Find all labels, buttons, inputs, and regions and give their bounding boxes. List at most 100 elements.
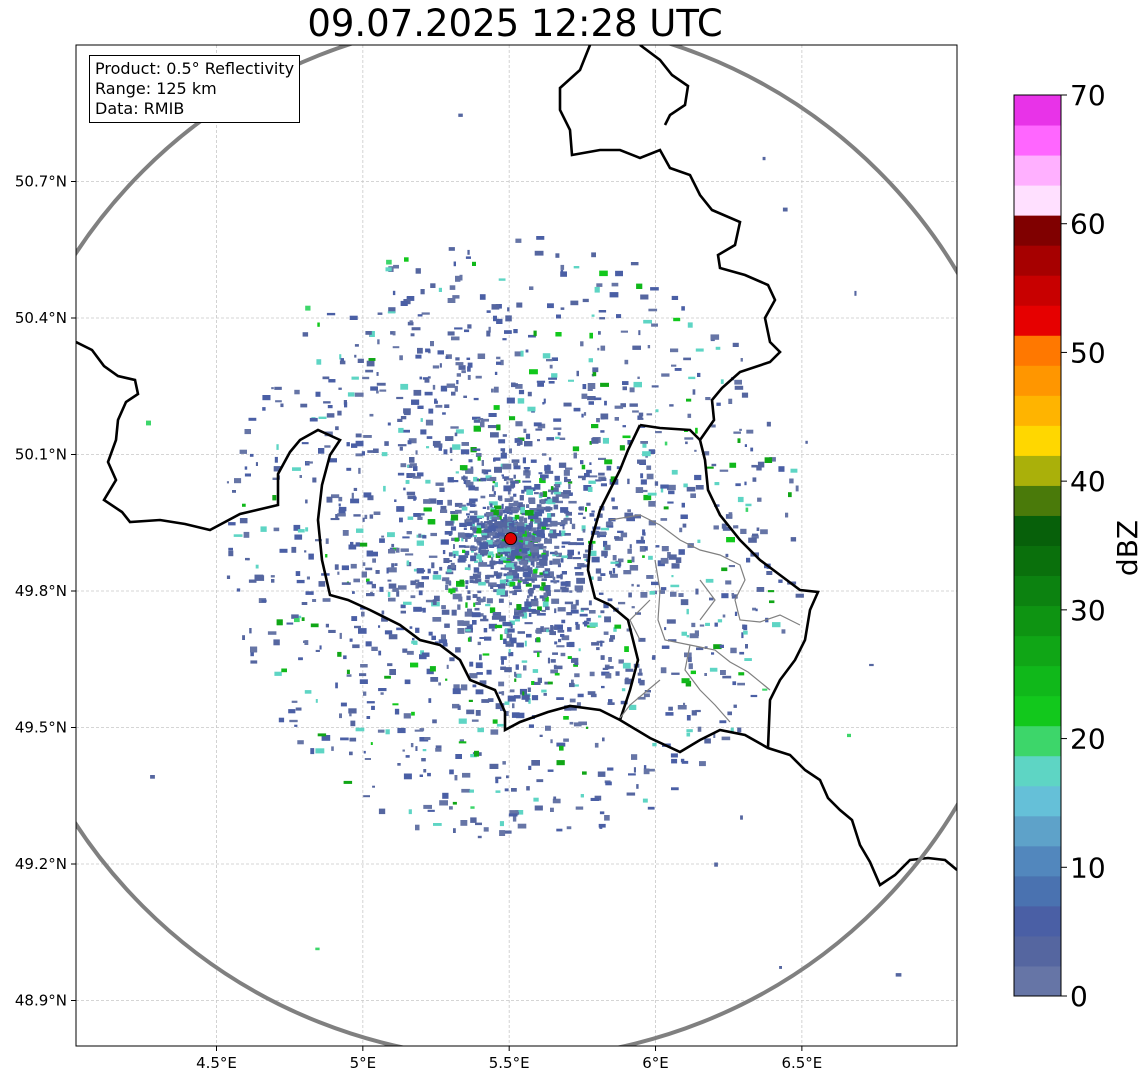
echo-cell — [377, 339, 380, 345]
echo-cell — [684, 437, 694, 440]
echo-cell — [348, 544, 357, 550]
echo-cell — [685, 680, 692, 687]
colorbar-segment — [1014, 545, 1061, 577]
colorbar-segment — [1014, 515, 1061, 546]
echo-cell — [638, 637, 646, 642]
echo-cell — [564, 533, 571, 536]
echo-cell — [524, 622, 533, 625]
echo-cell — [275, 400, 282, 403]
echo-cell — [767, 590, 775, 593]
echo-cell — [790, 537, 797, 542]
echo-cell — [597, 513, 603, 518]
echo-cell — [597, 576, 602, 581]
echo-cell — [596, 532, 600, 538]
echo-cell — [583, 412, 587, 416]
echo-cell — [487, 425, 497, 429]
echo-cell — [629, 565, 639, 571]
echo-cell — [544, 538, 552, 544]
echo-cell — [727, 711, 732, 716]
echo-cell — [570, 684, 579, 687]
echo-cell — [624, 359, 629, 365]
echo-cell — [466, 709, 475, 715]
echo-cell — [740, 815, 743, 820]
echo-cell — [647, 806, 655, 810]
echo-cell — [500, 556, 507, 561]
echo-cell — [785, 512, 789, 518]
echo-cell — [575, 806, 584, 810]
echo-cell — [484, 579, 490, 584]
echo-cell — [607, 598, 613, 602]
echo-cell — [594, 518, 597, 522]
echo-cell — [653, 590, 657, 595]
echo-cell — [511, 545, 517, 548]
echo-cell — [420, 650, 424, 655]
echo-cell — [448, 552, 453, 557]
echo-cell — [537, 606, 542, 611]
echo-cell — [528, 591, 533, 597]
echo-cell — [481, 533, 488, 536]
echo-cell — [367, 495, 374, 501]
echo-cell — [576, 702, 581, 707]
echo-cell — [475, 453, 482, 457]
echo-cell — [466, 513, 470, 516]
echo-cell — [425, 479, 431, 484]
echo-cell — [343, 655, 347, 660]
echo-cell — [550, 739, 553, 744]
echo-cell — [376, 390, 379, 394]
echo-cell — [534, 681, 541, 685]
echo-cell — [452, 295, 460, 299]
echo-cell — [623, 570, 632, 575]
echo-cell — [606, 465, 612, 471]
echo-cell — [614, 417, 619, 421]
echo-cell — [491, 304, 500, 310]
echo-cell — [331, 746, 334, 751]
echo-cell — [575, 586, 582, 592]
echo-cell — [482, 653, 490, 656]
echo-cell — [294, 618, 300, 623]
echo-cell — [720, 379, 724, 384]
echo-cell — [447, 477, 454, 483]
echo-cell — [423, 769, 427, 773]
echo-cell — [418, 533, 422, 538]
echo-cell — [561, 635, 570, 641]
echo-cell — [522, 457, 526, 464]
echo-cell — [678, 549, 685, 555]
echo-cell — [465, 585, 468, 589]
echo-cell — [520, 579, 528, 582]
echo-cell — [531, 610, 541, 614]
echo-cell — [594, 397, 602, 401]
echo-cell — [402, 536, 410, 539]
echo-cell — [523, 485, 532, 492]
echo-cell — [412, 476, 421, 479]
echo-cell — [453, 554, 456, 558]
echo-cell — [554, 624, 563, 630]
echo-cell — [413, 568, 417, 572]
echo-cell — [627, 478, 630, 485]
echo-cell — [491, 542, 495, 546]
echo-cell — [406, 491, 416, 496]
echo-cell — [490, 565, 494, 570]
echo-cell — [498, 598, 504, 603]
echo-cell — [362, 562, 366, 566]
echo-cell — [519, 439, 523, 445]
echo-cell — [427, 376, 431, 379]
echo-cell — [549, 560, 553, 565]
echo-cell — [596, 647, 600, 651]
echo-cell — [461, 788, 471, 793]
echo-cell — [610, 476, 617, 483]
echo-cell — [440, 539, 449, 545]
echo-cell — [458, 504, 466, 508]
echo-cell — [655, 545, 660, 548]
echo-cell — [430, 677, 439, 682]
echo-cell — [667, 501, 674, 504]
echo-cell — [591, 252, 596, 258]
echo-cell — [514, 565, 521, 572]
echo-cell — [516, 712, 525, 719]
echo-cell — [503, 638, 507, 644]
echo-cell — [567, 627, 572, 632]
echo-cell — [719, 644, 724, 648]
echo-cell — [409, 463, 417, 467]
echo-cell — [550, 625, 554, 631]
echo-cell — [421, 758, 426, 762]
echo-cell — [419, 737, 429, 742]
